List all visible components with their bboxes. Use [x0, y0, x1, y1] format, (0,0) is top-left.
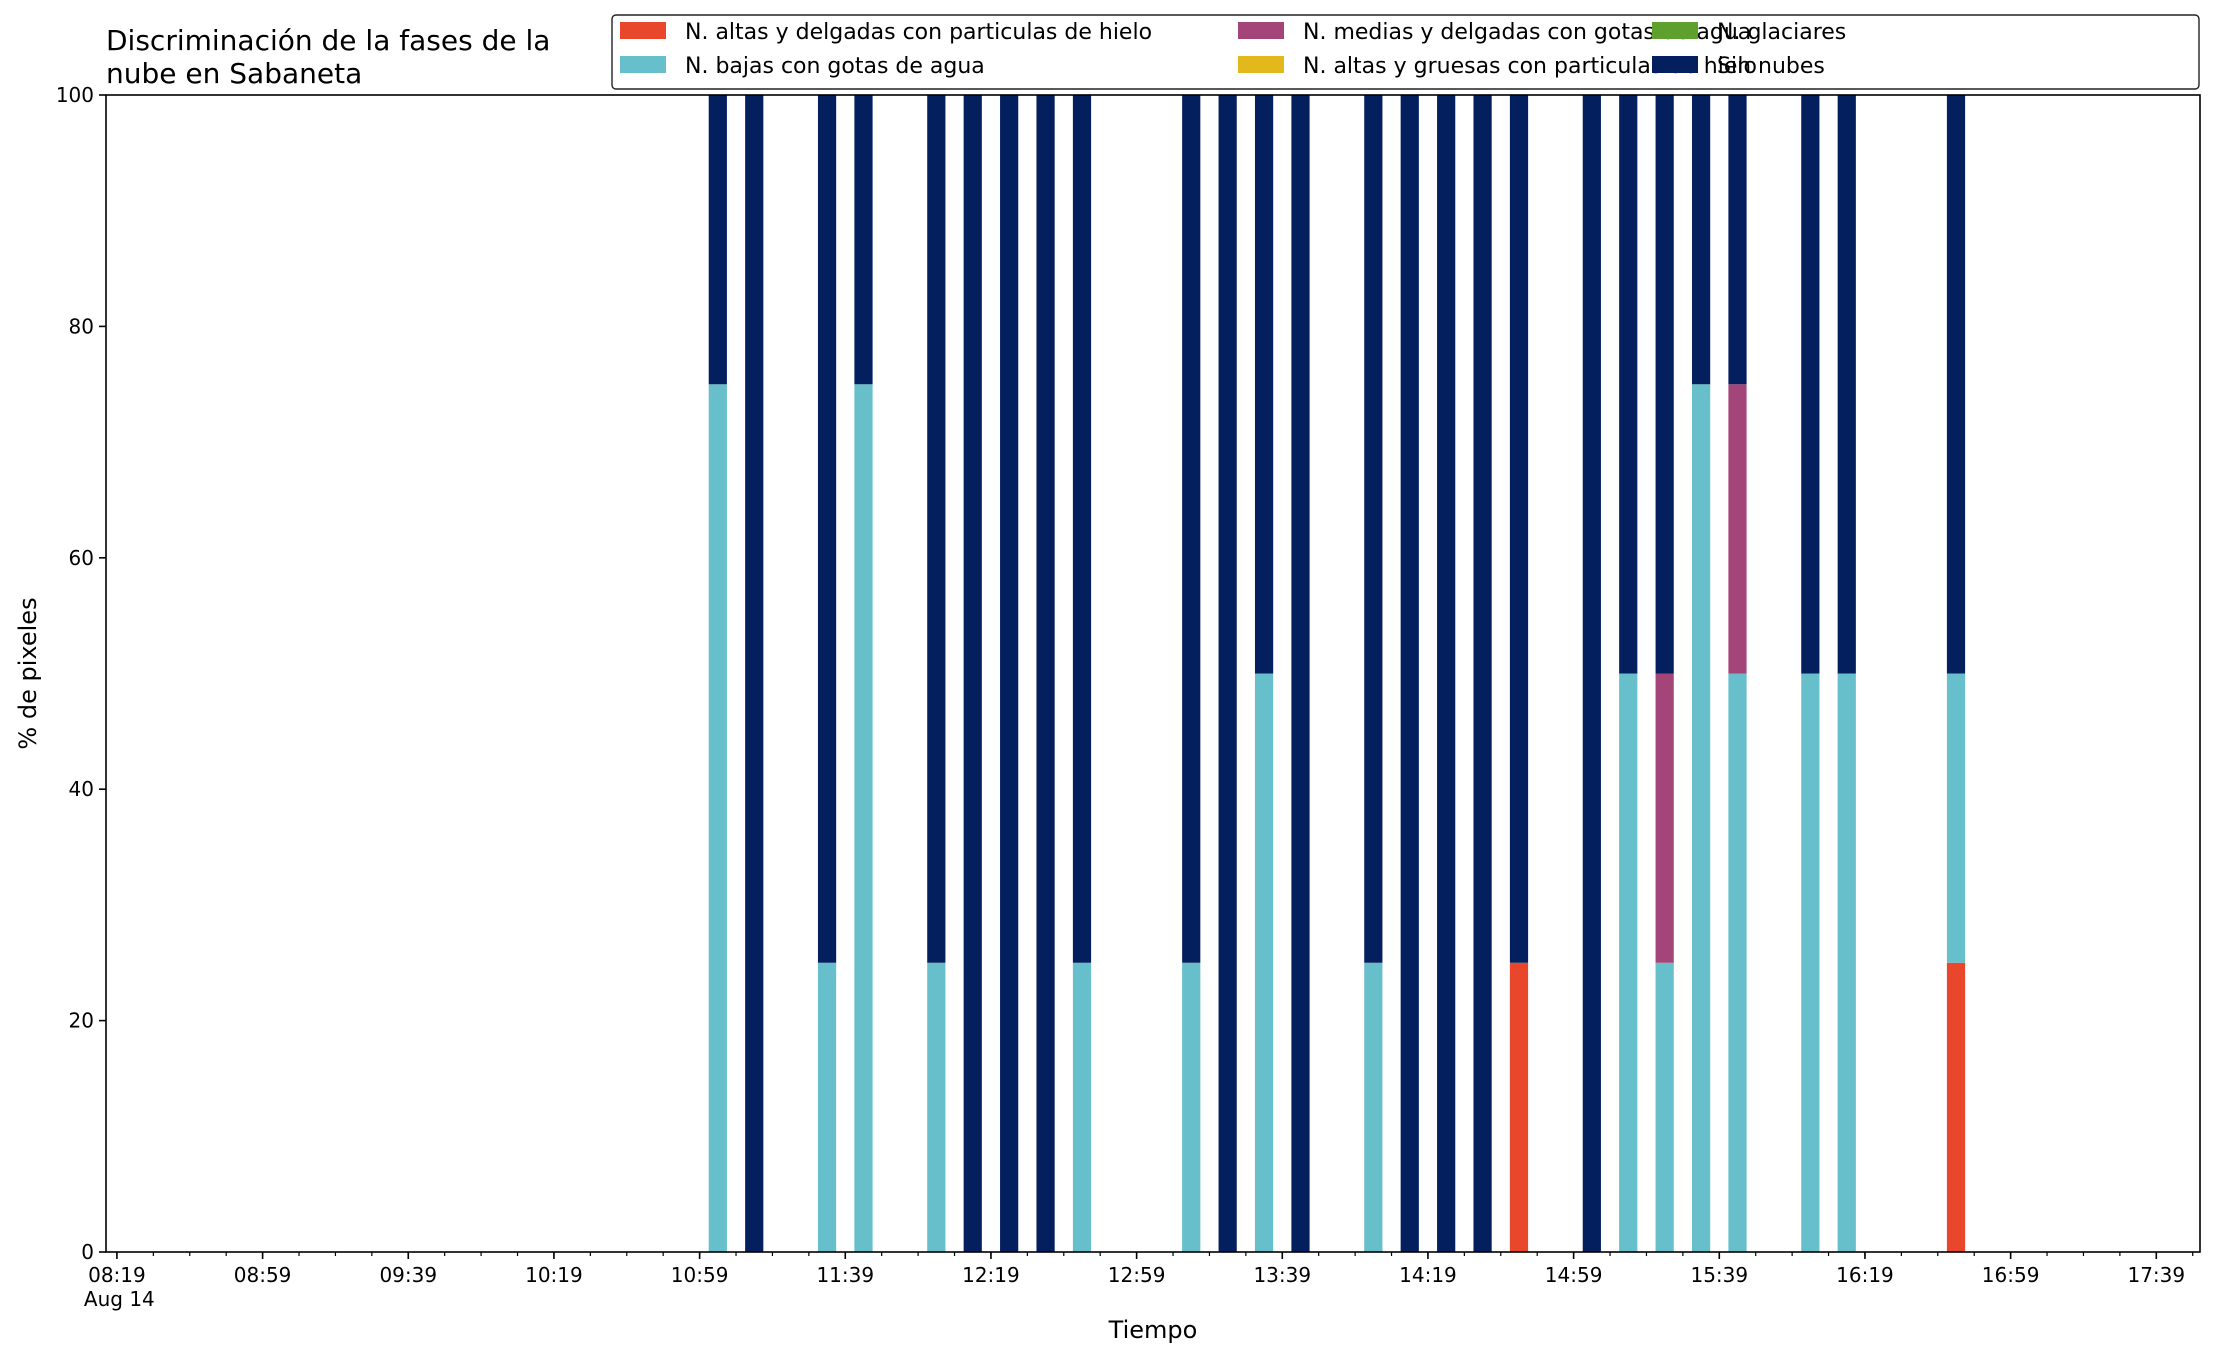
bar-segment	[1728, 384, 1747, 674]
bars-layer	[708, 95, 1966, 1252]
x-tick-label: 17:39	[2127, 1263, 2185, 1287]
chart-title-line-1: Discriminación de la fases de la	[106, 24, 550, 57]
bar-segment	[1728, 673, 1747, 1252]
bar-segment	[1837, 673, 1856, 1252]
chart-title-line-2: nube en Sabaneta	[106, 57, 362, 90]
y-tick-label: 0	[81, 1240, 94, 1264]
bar-segment	[817, 962, 837, 1252]
x-tick-label: 14:59	[1545, 1263, 1603, 1287]
legend-swatch	[1652, 56, 1698, 73]
bar-segment	[854, 384, 873, 1252]
x-tick-label: 10:59	[671, 1263, 729, 1287]
bar-segment	[1509, 95, 1529, 963]
x-tick-label: 09:39	[379, 1263, 437, 1287]
bar-segment	[1072, 95, 1092, 963]
plot-area-frame	[105, 94, 2201, 1253]
bar-segment	[1582, 95, 1601, 1252]
bar-segment	[927, 962, 946, 1252]
bar-segment	[927, 95, 946, 963]
bar-segment	[1364, 962, 1383, 1252]
bar-segment	[1801, 95, 1820, 674]
chart-title: Discriminación de la fases de la nube en…	[106, 24, 550, 90]
bar-segment	[708, 95, 727, 385]
legend-swatch	[620, 56, 666, 73]
bar-segment	[1509, 962, 1529, 1252]
bar-segment	[1655, 673, 1674, 963]
x-tick-label: 12:59	[1108, 1263, 1166, 1287]
bar-segment	[1728, 95, 1747, 385]
bar-segment	[1655, 95, 1674, 674]
bar-segment	[1946, 95, 1966, 674]
legend: N. altas y delgadas con particulas de hi…	[611, 14, 2200, 90]
legend-label: N. bajas con gotas de agua	[685, 54, 985, 79]
x-tick-label: 10:19	[525, 1263, 583, 1287]
legend-swatch	[1238, 22, 1284, 39]
legend-frame	[611, 14, 2200, 90]
x-tick-label: 15:39	[1690, 1263, 1748, 1287]
legend-swatch	[1652, 22, 1698, 39]
bar-segment	[1655, 962, 1674, 1252]
x-tick-label: 16:19	[1836, 1263, 1894, 1287]
bar-segment	[1473, 95, 1492, 1252]
y-tick-label: 20	[69, 1009, 94, 1033]
bar-segment	[1691, 384, 1711, 1252]
bar-segment	[1182, 95, 1201, 963]
bar-segment	[1182, 962, 1201, 1252]
x-tick-label: 14:19	[1399, 1263, 1457, 1287]
bar-segment	[1218, 95, 1237, 1252]
legend-label: Sin nubes	[1717, 54, 1825, 79]
x-tick-label: 13:39	[1253, 1263, 1311, 1287]
bar-segment	[1437, 95, 1456, 1252]
bar-segment	[1364, 95, 1383, 963]
legend-swatch	[620, 22, 666, 39]
bar-segment	[1946, 673, 1966, 963]
x-tick-label: 08:19	[88, 1263, 146, 1287]
bar-segment	[1619, 673, 1638, 1252]
y-axis-label: % de pixeles	[14, 597, 42, 749]
x-tick-label: 12:19	[962, 1263, 1020, 1287]
bar-segment	[1801, 673, 1820, 1252]
y-tick-label: 60	[69, 546, 94, 570]
bar-segment	[963, 95, 982, 1252]
bar-segment	[1619, 95, 1638, 674]
bar-segment	[1691, 95, 1711, 385]
bar-segment	[1291, 95, 1310, 1252]
bar-segment	[745, 95, 764, 1252]
legend-label: N. glaciares	[1717, 20, 1846, 45]
bar-segment	[1254, 95, 1274, 674]
legend-swatch	[1238, 56, 1284, 73]
bar-segment	[1400, 95, 1419, 1252]
y-axis: 0 20 40 60 80 100	[56, 83, 106, 1264]
y-tick-label: 80	[69, 314, 94, 338]
x-axis: 08:19 08:59 09:39 10:19 10:59 11:39 12:19 12:59…	[84, 1252, 2194, 1311]
x-axis-label: Tiempo	[1108, 1316, 1198, 1344]
bar-segment	[1837, 95, 1856, 674]
bar-segment	[1036, 95, 1055, 1252]
legend-label: N. altas y delgadas con particulas de hi…	[685, 20, 1152, 45]
x-tick-label: 16:59	[1982, 1263, 2040, 1287]
x-date-label: Aug 14	[84, 1287, 155, 1311]
y-tick-label: 40	[69, 777, 94, 801]
bar-segment	[708, 384, 727, 1252]
x-tick-label: 08:59	[234, 1263, 292, 1287]
x-tick-label: 11:39	[816, 1263, 874, 1287]
y-tick-label: 100	[56, 83, 94, 107]
bar-segment	[1072, 962, 1092, 1252]
bar-segment	[854, 95, 873, 385]
bar-segment	[1000, 95, 1019, 1252]
bar-segment	[817, 95, 837, 963]
bar-segment	[1946, 962, 1966, 1252]
bar-segment	[1254, 673, 1274, 1252]
